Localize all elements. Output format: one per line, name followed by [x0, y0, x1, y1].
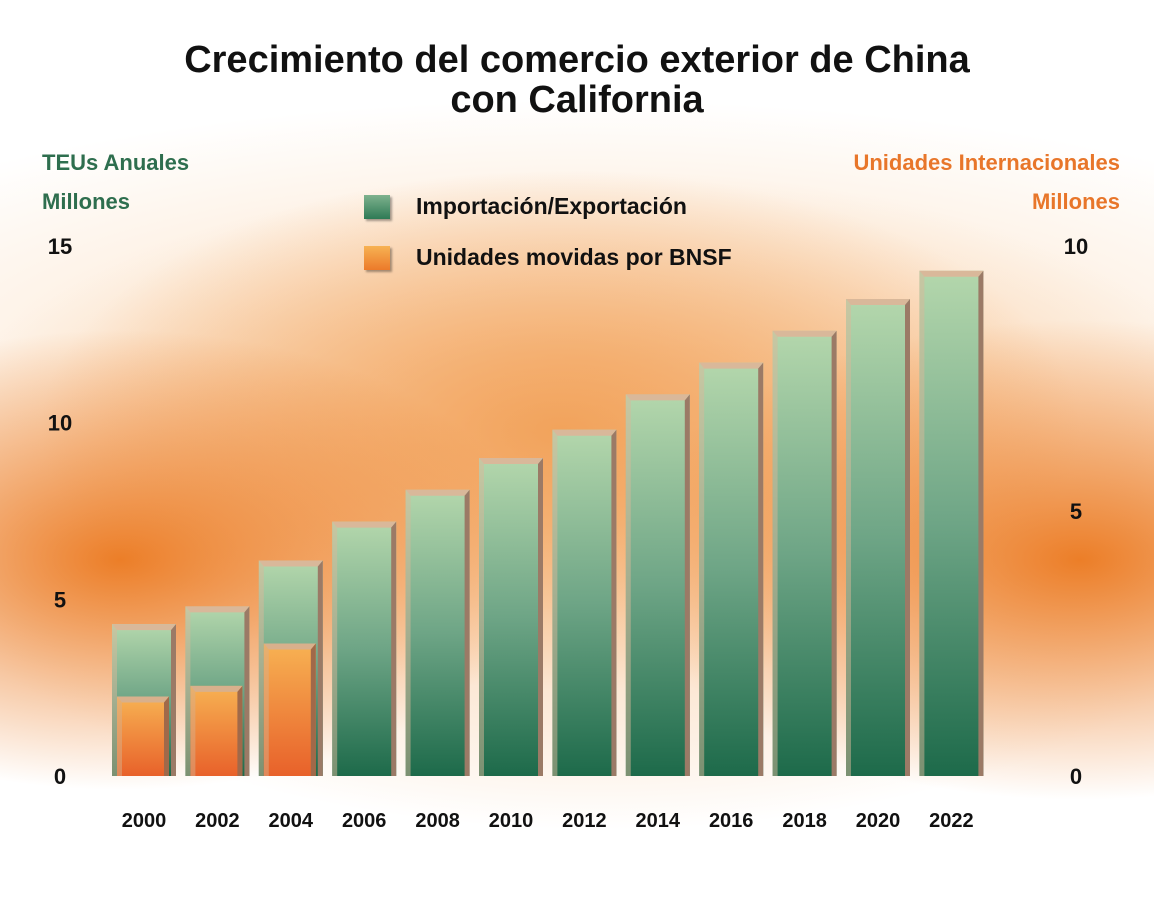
x-tick-2000: 2000: [122, 810, 167, 832]
x-tick-2014: 2014: [636, 810, 681, 832]
bar-import-export-2016: [699, 362, 764, 776]
right-tick-10: 10: [1064, 234, 1088, 259]
bar-import-export-2014: [625, 394, 690, 776]
left-axis-label: TEUs Anuales: [42, 150, 190, 175]
x-tick-2002: 2002: [195, 810, 240, 832]
x-tick-2022: 2022: [929, 810, 974, 832]
legend-swatch-import-export: [364, 195, 390, 219]
x-tick-2006: 2006: [342, 810, 387, 832]
x-tick-2018: 2018: [782, 810, 827, 832]
left-tick-10: 10: [48, 411, 72, 436]
x-tick-2016: 2016: [709, 810, 754, 832]
x-tick-2004: 2004: [269, 810, 314, 832]
bar-import-export-2010: [479, 458, 543, 776]
chart-title-line2: con California: [450, 79, 704, 121]
chart-title-line1: Crecimiento del comercio exterior de Chi…: [184, 39, 970, 81]
left-tick-0: 0: [54, 764, 66, 789]
x-axis-ticks: 2000 2002 2004 2006 2008 2010 2012 2014 2016 2018…: [122, 810, 974, 832]
bar-bnsf-2002: [190, 685, 243, 776]
bar-import-export-2006: [332, 521, 397, 776]
x-tick-2020: 2020: [856, 810, 901, 832]
right-tick-5: 5: [1070, 499, 1082, 524]
right-axis-label: Unidades Internacionales: [853, 150, 1120, 175]
left-axis-unit: Millones: [42, 189, 131, 214]
x-tick-2008: 2008: [415, 810, 460, 832]
right-axis-unit: Millones: [1031, 189, 1120, 214]
x-tick-2012: 2012: [562, 810, 607, 832]
bar-import-export-2020: [846, 299, 910, 776]
bar-bnsf-2000: [117, 696, 169, 776]
left-axis-ticks: 0 5 10 15: [48, 234, 72, 789]
bar-bnsf-2004: [263, 643, 316, 776]
legend-swatch-bnsf: [364, 246, 390, 270]
left-tick-5: 5: [54, 587, 66, 612]
left-tick-15: 15: [48, 234, 72, 259]
bar-import-export-2022: [919, 270, 984, 776]
x-tick-2010: 2010: [489, 810, 534, 832]
series-import-export: [112, 270, 984, 776]
right-tick-0: 0: [1070, 764, 1082, 789]
legend-label-bnsf: Unidades movidas por BNSF: [416, 244, 732, 270]
bar-import-export-2018: [772, 330, 837, 776]
bar-import-export-2008: [405, 489, 470, 776]
series-bnsf: [117, 643, 316, 776]
bar-import-export-2012: [552, 429, 617, 776]
legend-label-import-export: Importación/Exportación: [416, 193, 687, 219]
right-axis-ticks: 0 5 10: [1064, 234, 1088, 789]
